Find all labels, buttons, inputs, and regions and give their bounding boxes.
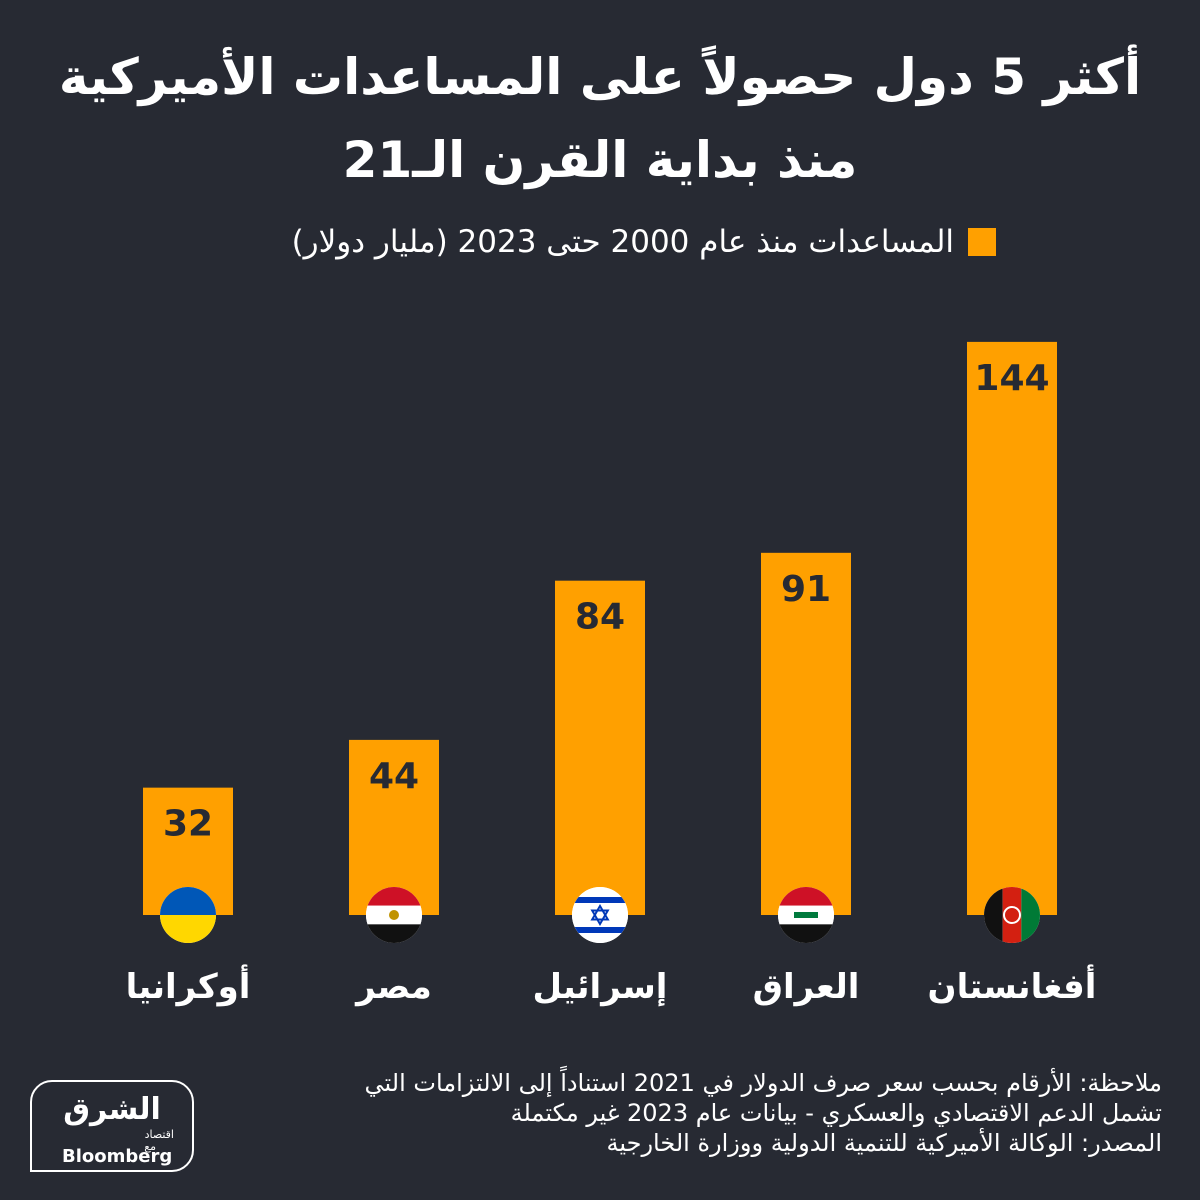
israel-flag-icon [572, 887, 628, 943]
iraq-flag-icon [778, 887, 834, 943]
asharq-bloomberg-logo: الشرق اقتصاد مع Bloomberg [30, 1080, 194, 1172]
category-label: أوكرانيا [126, 964, 251, 1007]
footnote-note-line2: تشمل الدعم الاقتصادي والعسكري - بيانات ع… [510, 1099, 1162, 1127]
chart-legend: المساعدات منذ عام 2000 حتى 2023 (مليار د… [292, 224, 996, 260]
category-label: إسرائيل [533, 967, 668, 1007]
bar [761, 552, 851, 915]
legend-label: المساعدات منذ عام 2000 حتى 2023 (مليار د… [291, 224, 954, 260]
ukraine-flag-icon [160, 887, 216, 943]
logo-sub-text: اقتصاد [144, 1128, 174, 1141]
logo-bloomberg-text: Bloomberg [62, 1146, 173, 1167]
bar [555, 580, 645, 915]
chart-title-line2: منذ بداية القرن الـ21 [342, 131, 858, 189]
bar [349, 739, 439, 915]
category-label: العراق [753, 967, 860, 1007]
afghanistan-flag-icon [984, 887, 1040, 943]
legend-swatch [968, 228, 996, 256]
bar-value-label: 44 [369, 756, 419, 797]
footnote: ملاحظة: الأرقام بحسب سعر صرف الدولار في … [222, 1068, 1162, 1158]
bar-value-label: 91 [781, 569, 831, 610]
footnote-source: المصدر: الوكالة الأميركية للتنمية الدولي… [606, 1129, 1162, 1157]
bar-value-label: 144 [974, 358, 1049, 399]
logo-with-text: مع [144, 1140, 156, 1153]
category-label: أفغانستان [928, 964, 1097, 1007]
egypt-flag-icon [366, 887, 422, 943]
category-label: مصر [354, 967, 432, 1007]
bar-value-label: 32 [163, 804, 213, 845]
footnote-note-line1: ملاحظة: الأرقام بحسب سعر صرف الدولار في … [364, 1069, 1162, 1097]
chart-title-line1: أكثر 5 دول حصولاً على المساعدات الأميركي… [58, 48, 1142, 106]
bar-value-label: 84 [575, 597, 625, 638]
logo-main-text: الشرق [63, 1092, 161, 1127]
bar [967, 341, 1057, 915]
